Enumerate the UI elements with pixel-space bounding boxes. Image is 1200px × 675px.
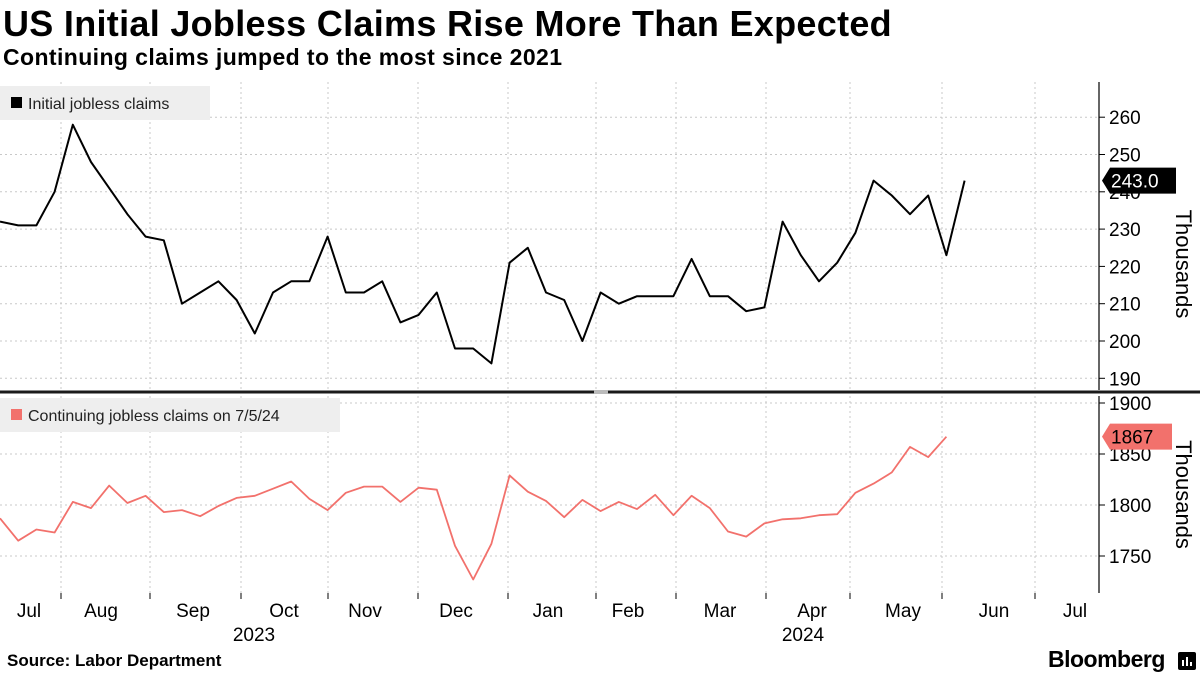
- y-tick-label: 230: [1109, 220, 1141, 241]
- x-tick-label: Oct: [269, 601, 299, 622]
- bloomberg-logo: Bloomberg: [1048, 646, 1165, 672]
- legend-box: [0, 398, 340, 432]
- y-tick-label: 260: [1109, 108, 1141, 129]
- legend-box: [0, 86, 210, 120]
- x-tick-label: Mar: [704, 601, 737, 622]
- last-value-label: 1867: [1111, 428, 1153, 449]
- x-tick-label: Jun: [979, 601, 1010, 622]
- x-tick-label: Nov: [348, 601, 382, 622]
- series-line: [0, 436, 948, 581]
- x-tick-label: Feb: [612, 601, 645, 622]
- chart-title: US Initial Jobless Claims Rise More Than…: [3, 3, 892, 44]
- y-axis-title: Thousands: [1171, 440, 1196, 549]
- series-line: [0, 123, 966, 365]
- y-tick-label: 220: [1109, 257, 1141, 278]
- x-tick-label: Jul: [1063, 601, 1087, 622]
- y-tick-label: 1750: [1109, 547, 1151, 568]
- x-tick-label: Sep: [176, 601, 210, 622]
- x-axis: Jul Aug Sep Oct Nov Dec Jan Feb Mar Apr May Jun Jul 2…: [17, 593, 1087, 646]
- x-tick-label: Dec: [439, 601, 473, 622]
- bloomberg-terminal-icon: [1178, 652, 1196, 670]
- y-axis-title: Thousands: [1171, 210, 1196, 319]
- y-tick-label: 210: [1109, 295, 1141, 316]
- x-year-label: 2023: [233, 625, 275, 646]
- last-value-flag: [1102, 423, 1172, 450]
- x-tick-label: Aug: [84, 601, 118, 622]
- y-tick-label: 200: [1109, 332, 1141, 353]
- last-value-flag: [1102, 167, 1176, 194]
- source-note: Source: Labor Department: [7, 651, 222, 670]
- x-year-label: 2024: [782, 625, 825, 646]
- x-tick-label: Jul: [17, 601, 41, 622]
- panel-resize-handle: [594, 390, 608, 394]
- y-tick-label: 190: [1109, 369, 1141, 390]
- legend-label: Initial jobless claims: [28, 96, 169, 113]
- y-tick-label: 1800: [1109, 496, 1151, 517]
- x-tick-label: May: [885, 601, 921, 622]
- legend-swatch: [11, 97, 22, 108]
- continuing-claims-panel: 1750 1800 1850 1900 Thousands Continuing jobl…: [0, 394, 1196, 593]
- x-tick-label: Apr: [797, 601, 827, 622]
- y-tick-label: 1850: [1109, 445, 1151, 466]
- y-tick-label: 250: [1109, 146, 1141, 167]
- x-tick-label: Jan: [533, 601, 564, 622]
- chart-subtitle: Continuing claims jumped to the most sin…: [3, 44, 563, 70]
- legend-swatch: [11, 409, 22, 420]
- y-tick-label: 1900: [1109, 394, 1151, 415]
- last-value-label: 243.0: [1111, 172, 1159, 193]
- legend-label: Continuing jobless claims on 7/5/24: [28, 408, 280, 425]
- initial-claims-panel: 190200210220230240250260ThousandsInitial…: [0, 82, 1196, 390]
